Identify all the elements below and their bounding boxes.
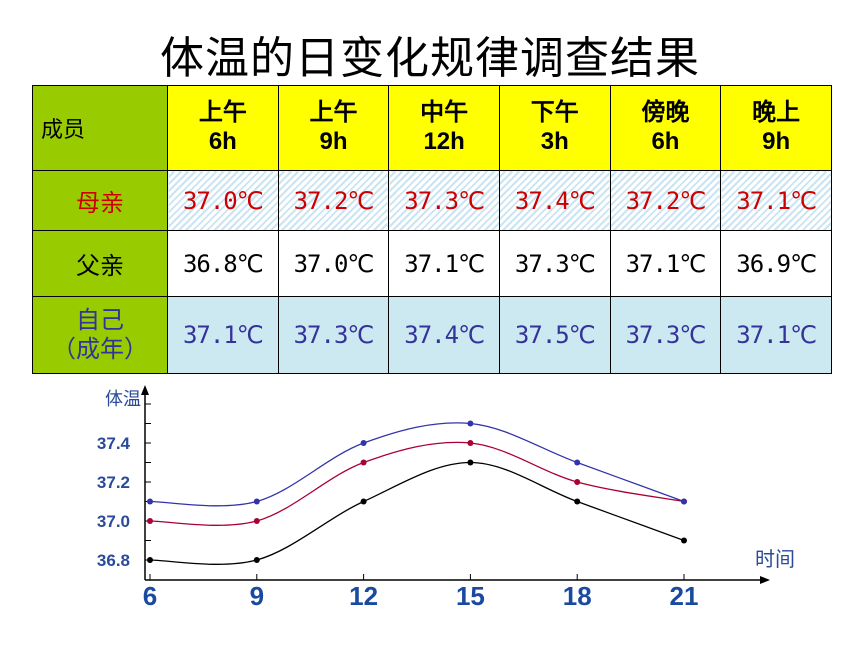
header-period: 下午 xyxy=(530,99,579,127)
header-period: 中午 xyxy=(420,99,469,127)
row-label: 自己 （成年） xyxy=(32,296,168,374)
table-cell: 37.1℃ xyxy=(720,170,832,231)
series-line xyxy=(149,461,685,565)
data-point xyxy=(147,518,153,524)
table-cell: 37.0℃ xyxy=(277,230,390,297)
header-hour: 9h xyxy=(762,128,791,155)
header-hour: 12h xyxy=(423,128,465,155)
data-point xyxy=(574,479,581,485)
data-point xyxy=(360,498,367,505)
table-cell: 37.3℃ xyxy=(277,296,390,374)
y-axis-arrow xyxy=(141,385,149,395)
x-tick-label: 15 xyxy=(456,581,485,611)
table-cell: 37.3℃ xyxy=(388,170,500,231)
table-row-father: 父亲 36.8℃ 37.0℃ 37.1℃ 37.3℃ 37.1℃ 36.9℃ xyxy=(32,230,832,297)
y-tick-label: 37.4 xyxy=(97,434,131,453)
column-header: 中午 12h xyxy=(388,85,500,171)
header-hour: 3h xyxy=(540,128,569,155)
table-cell: 37.1℃ xyxy=(609,230,722,297)
data-point xyxy=(467,459,474,466)
table-cell: 37.2℃ xyxy=(609,170,722,231)
x-tick-label: 18 xyxy=(563,581,592,611)
table-cell: 37.2℃ xyxy=(277,170,390,231)
row-label-text: 父亲 xyxy=(76,252,124,280)
row-label-text: 自己 xyxy=(76,306,124,335)
data-point xyxy=(467,420,474,427)
table-cell: 37.3℃ xyxy=(498,230,611,297)
temperature-table: 成员 上午 6h 上午 9h 中午 12h 下午 3h 傍晚 6h 晚上 9h 母亲 37.… xyxy=(32,85,832,374)
table-row-mother: 母亲 37.0℃ 37.2℃ 37.3℃ 37.4℃ 37.2℃ 37.1℃ xyxy=(32,170,832,231)
x-tick-label: 21 xyxy=(670,581,699,611)
data-point xyxy=(681,498,687,505)
table-cell: 37.1℃ xyxy=(720,296,832,374)
column-header: 上午 9h xyxy=(277,85,390,171)
page-title: 体温的日变化规律调查结果 xyxy=(160,33,700,84)
data-point xyxy=(253,557,260,563)
y-tick-label: 37.0 xyxy=(97,512,130,531)
table-cell: 37.5℃ xyxy=(498,296,611,374)
data-point xyxy=(360,459,367,466)
data-point xyxy=(574,459,581,466)
data-point xyxy=(360,440,367,446)
table-cell: 37.4℃ xyxy=(388,296,500,374)
header-hour: 6h xyxy=(208,128,237,155)
x-tick-label: 9 xyxy=(250,581,264,611)
column-header: 下午 3h xyxy=(498,85,611,171)
corner-label: 成员 xyxy=(32,85,168,171)
header-period: 傍晚 xyxy=(641,99,690,127)
column-header: 傍晚 6h xyxy=(609,85,722,171)
data-point xyxy=(147,498,153,505)
row-label: 父亲 xyxy=(32,230,168,297)
header-period: 晚上 xyxy=(752,99,801,127)
table-cell: 37.3℃ xyxy=(609,296,722,374)
data-point xyxy=(253,518,260,524)
table-row-self: 自己 （成年） 37.1℃ 37.3℃ 37.4℃ 37.5℃ 37.3℃ 37.… xyxy=(32,296,832,374)
table-cell: 37.0℃ xyxy=(167,170,279,231)
table-cell: 37.4℃ xyxy=(498,170,611,231)
y-axis-title: 体温 xyxy=(105,389,141,410)
table-cell: 37.1℃ xyxy=(388,230,500,297)
table-cell: 36.9℃ xyxy=(720,230,832,297)
x-tick-label: 12 xyxy=(349,581,378,611)
corner-label-text: 成员 xyxy=(41,118,86,143)
table-cell: 36.8℃ xyxy=(167,230,279,297)
column-header: 晚上 9h xyxy=(720,85,832,171)
data-point xyxy=(147,557,153,563)
y-tick-label: 36.8 xyxy=(97,551,130,570)
table-header-row: 成员 上午 6h 上午 9h 中午 12h 下午 3h 傍晚 6h 晚上 9h xyxy=(32,85,832,171)
y-tick-label: 37.2 xyxy=(97,473,130,492)
column-header: 上午 6h xyxy=(167,85,279,171)
table-cell: 37.1℃ xyxy=(167,296,279,374)
row-label-text: 母亲 xyxy=(76,189,124,217)
x-axis-title: 时间 xyxy=(755,547,795,571)
data-point xyxy=(681,537,687,544)
row-label-subtext: （成年） xyxy=(52,335,148,363)
row-label: 母亲 xyxy=(32,170,168,231)
data-point xyxy=(467,440,474,446)
x-tick-label: 6 xyxy=(143,581,157,611)
header-period: 上午 xyxy=(198,99,247,127)
data-point xyxy=(574,498,581,505)
header-hour: 6h xyxy=(651,128,680,155)
series-line xyxy=(149,422,685,507)
header-period: 上午 xyxy=(309,99,358,127)
data-point xyxy=(253,498,260,505)
series-line xyxy=(149,441,685,526)
x-axis-arrow xyxy=(760,576,770,584)
header-hour: 9h xyxy=(319,128,348,155)
